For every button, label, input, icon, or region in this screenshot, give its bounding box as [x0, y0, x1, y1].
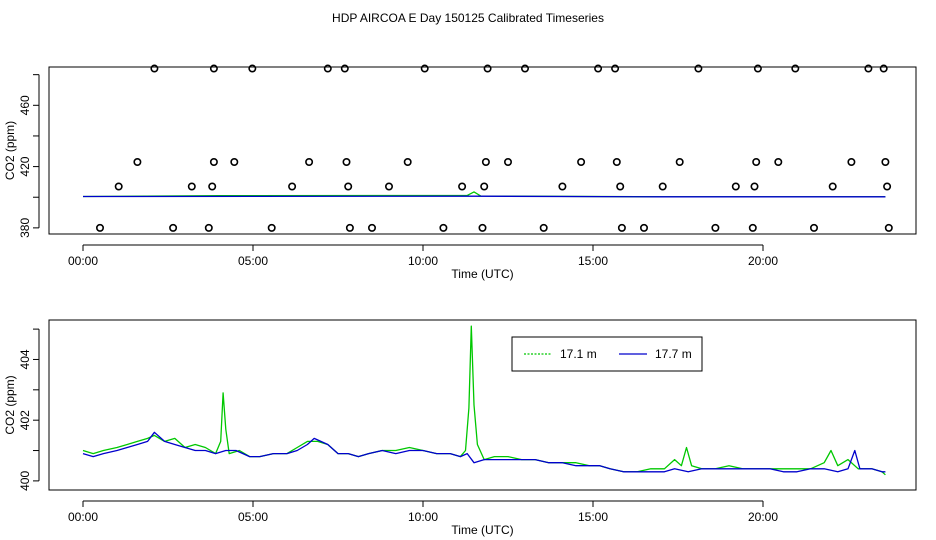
data-point [204, 223, 213, 232]
data-point [208, 182, 217, 191]
data-point [345, 223, 354, 232]
x-tick-label: 10:00 [408, 510, 438, 524]
data-point [577, 157, 586, 166]
x-tick-label: 05:00 [238, 254, 268, 268]
data-point [169, 223, 178, 232]
data-point [864, 64, 873, 73]
y-tick-label: 404 [18, 349, 32, 369]
data-point [420, 64, 429, 73]
data-point [750, 182, 759, 191]
data-point [96, 223, 105, 232]
x-tick-label: 10:00 [408, 254, 438, 268]
x-tick-label: 20:00 [748, 254, 778, 268]
data-point [883, 182, 892, 191]
data-point [658, 182, 667, 191]
series-line-blue [82, 195, 886, 198]
data-point [847, 157, 856, 166]
data-point [480, 182, 489, 191]
chart-title: HDP AIRCOA E Day 150125 Calibrated Times… [332, 11, 604, 25]
top-panel: 00:00 05:00 10:00 15:00 20:00 Time (UTC) 380 42… [3, 64, 917, 281]
x-axis-label: Time (UTC) [451, 523, 513, 537]
data-point [558, 182, 567, 191]
data-point [439, 223, 448, 232]
data-point [481, 157, 490, 166]
data-point [323, 64, 332, 73]
data-point [748, 223, 757, 232]
data-point [675, 157, 684, 166]
data-point [594, 64, 603, 73]
y-tick-label: 380 [18, 218, 32, 238]
x-tick-label: 05:00 [238, 510, 268, 524]
plot-frame [48, 66, 917, 235]
series-line-blue [82, 431, 886, 473]
data-point [774, 157, 783, 166]
data-point [187, 182, 196, 191]
data-point [791, 64, 800, 73]
data-point [884, 223, 893, 232]
x-axis-label: Time (UTC) [451, 267, 513, 281]
legend: 17.1 m 17.7 m [511, 336, 703, 372]
data-point [612, 157, 621, 166]
data-point [503, 157, 512, 166]
legend-label: 17.7 m [655, 347, 692, 361]
data-point [694, 64, 703, 73]
y-tick-label: 400 [18, 471, 32, 491]
data-point [617, 223, 626, 232]
legend-box [511, 336, 703, 372]
data-point [267, 223, 276, 232]
data-point [809, 223, 818, 232]
data-point [752, 157, 761, 166]
data-point [879, 64, 888, 73]
data-point [483, 64, 492, 73]
data-point [344, 182, 353, 191]
data-point [828, 182, 837, 191]
data-point [639, 223, 648, 232]
data-point [731, 182, 740, 191]
data-point [478, 223, 487, 232]
data-point [881, 157, 890, 166]
x-tick-label: 00:00 [68, 254, 98, 268]
data-point [539, 223, 548, 232]
bottom-panel: 00:00 05:00 10:00 15:00 20:00 Time (UTC) 400 40… [3, 319, 917, 537]
y-tick-label: 460 [18, 95, 32, 115]
data-point [150, 64, 159, 73]
data-point [340, 64, 349, 73]
data-point [288, 182, 297, 191]
data-point [753, 64, 762, 73]
data-point [305, 157, 314, 166]
data-point [114, 182, 123, 191]
x-tick-label: 15:00 [578, 254, 608, 268]
data-point [367, 223, 376, 232]
data-point [458, 182, 467, 191]
x-tick-label: 00:00 [68, 510, 98, 524]
data-point [616, 182, 625, 191]
data-point [133, 157, 142, 166]
y-tick-label: 402 [18, 410, 32, 430]
y-axis-label: CO2 (ppm) [3, 375, 17, 434]
plot-frame [48, 319, 917, 491]
data-point [209, 64, 218, 73]
data-point [342, 157, 351, 166]
data-point [711, 223, 720, 232]
y-tick-label: 420 [18, 156, 32, 176]
data-point [611, 64, 620, 73]
series-line-green [82, 325, 886, 476]
data-point [384, 182, 393, 191]
x-tick-label: 20:00 [748, 510, 778, 524]
data-point [403, 157, 412, 166]
legend-label: 17.1 m [560, 347, 597, 361]
x-tick-label: 15:00 [578, 510, 608, 524]
data-point [209, 157, 218, 166]
y-axis-label: CO2 (ppm) [3, 121, 17, 180]
data-point [520, 64, 529, 73]
data-point [230, 157, 239, 166]
data-point [248, 64, 257, 73]
